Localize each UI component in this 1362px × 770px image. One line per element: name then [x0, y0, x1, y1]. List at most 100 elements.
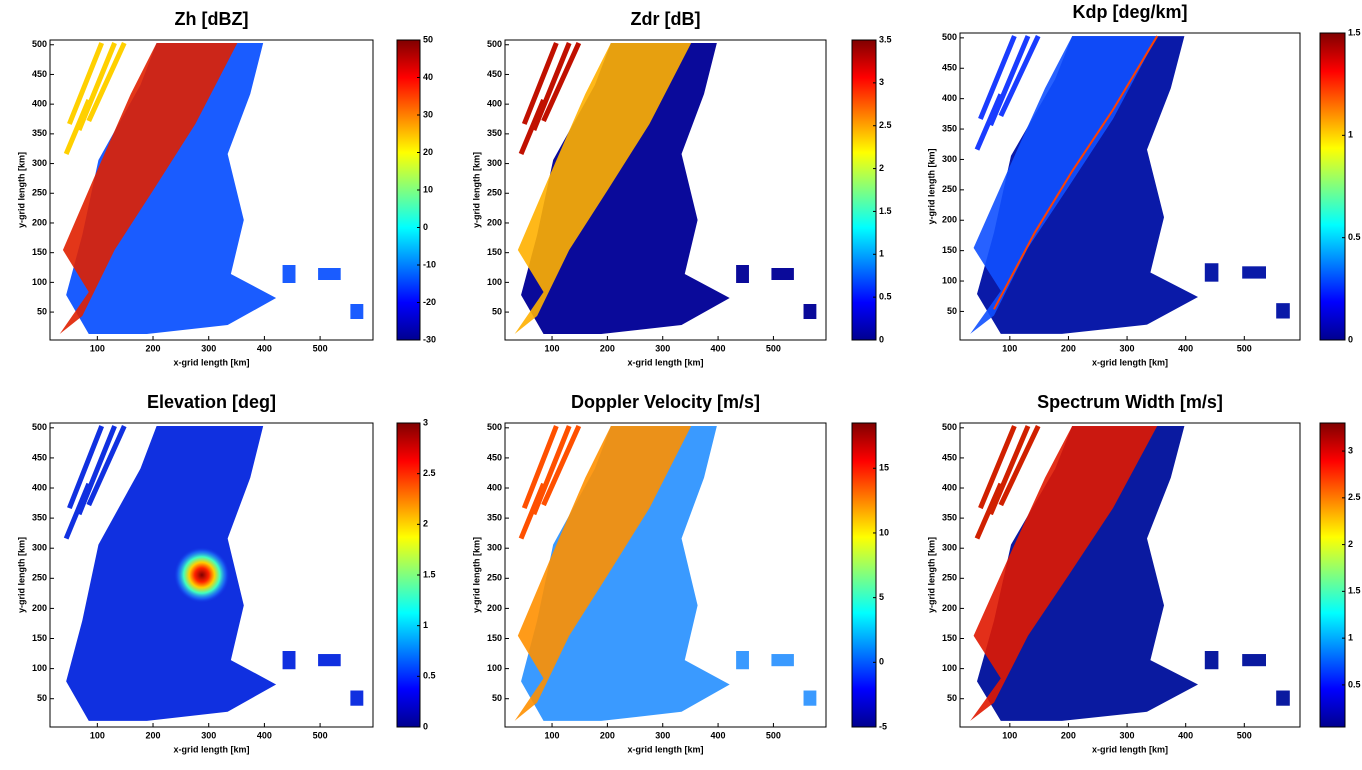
x-tick-label: 200	[1061, 343, 1076, 353]
colorbar-tick-label: 3	[423, 417, 428, 427]
chart-title: Doppler Velocity [m/s]	[571, 392, 760, 412]
field-patch	[1204, 651, 1219, 670]
field-region	[521, 426, 730, 721]
y-tick-label: 500	[487, 39, 502, 49]
x-tick-label: 500	[1237, 730, 1252, 740]
field-streak	[521, 42, 559, 125]
field-streak	[63, 482, 92, 540]
x-tick-label: 200	[1061, 730, 1076, 740]
y-tick-label: 500	[942, 32, 957, 42]
colorbar-tick-label: 2	[423, 519, 428, 529]
x-tick-label: 400	[711, 730, 726, 740]
chart-title: Zh [dBZ]	[175, 9, 249, 29]
colorbar-tick-label: 0.5	[1348, 679, 1361, 689]
colorbar-tick-label: 1.5	[879, 206, 892, 216]
field-patch	[803, 304, 817, 319]
y-tick-label: 100	[942, 663, 957, 673]
y-tick-label: 50	[37, 693, 47, 703]
x-axis-label: x-grid length [km]	[174, 744, 250, 754]
y-tick-label: 500	[942, 422, 957, 432]
colorbar-tick-label: 20	[423, 147, 433, 157]
axes-frame	[49, 422, 374, 728]
field-streak	[86, 425, 127, 507]
field-region	[66, 43, 277, 334]
y-tick-label: 300	[487, 158, 502, 168]
field-streak	[518, 482, 546, 540]
colorbar-tick-label: 1.5	[1348, 27, 1361, 37]
colorbar-tick-label: -5	[879, 721, 887, 731]
y-tick-label: 500	[32, 422, 47, 432]
x-tick-label: 200	[600, 730, 615, 740]
x-axis-label: x-grid length [km]	[628, 744, 704, 754]
y-tick-label: 200	[32, 217, 47, 227]
x-tick-label: 300	[201, 343, 216, 353]
colorbar-tick-label: 3	[879, 77, 884, 87]
x-tick-label: 400	[1178, 730, 1193, 740]
x-tick-label: 100	[545, 343, 560, 353]
field-streak	[531, 425, 572, 516]
x-axis-label: x-grid length [km]	[1092, 744, 1168, 754]
y-tick-label: 450	[32, 452, 47, 462]
field-region	[66, 426, 277, 721]
x-tick-label: 300	[655, 343, 670, 353]
field-streak	[998, 35, 1041, 117]
field-streak	[518, 99, 546, 155]
chart-title: Zdr [dB]	[631, 9, 701, 29]
colorbar-tick-label: 2	[1348, 539, 1353, 549]
y-axis-label: y-grid length [km]	[926, 148, 936, 224]
y-tick-label: 150	[32, 633, 47, 643]
x-tick-label: 300	[1120, 343, 1135, 353]
y-tick-label: 400	[942, 482, 957, 492]
axes-frame	[504, 39, 827, 341]
field-edge	[993, 35, 1159, 310]
y-tick-label: 500	[487, 422, 502, 432]
y-tick-label: 150	[942, 633, 957, 643]
y-axis-label: y-grid length [km]	[471, 537, 481, 613]
y-tick-label: 250	[942, 184, 957, 194]
y-axis-label: y-grid length [km]	[16, 152, 26, 228]
field-streak	[988, 35, 1031, 127]
x-tick-label: 100	[1002, 343, 1017, 353]
field-patch	[1242, 266, 1266, 279]
colorbar-tick-label: 30	[423, 109, 433, 119]
y-tick-label: 100	[32, 277, 47, 287]
field-streak	[63, 99, 92, 155]
y-tick-label: 350	[487, 512, 502, 522]
y-tick-label: 200	[942, 215, 957, 225]
x-tick-label: 500	[313, 343, 328, 353]
y-tick-label: 400	[32, 482, 47, 492]
field-patch	[318, 654, 341, 667]
y-tick-label: 300	[942, 154, 957, 164]
colorbar-tick-label: 2.5	[1348, 492, 1361, 502]
colorbar-tick-label: 0	[879, 657, 884, 667]
field-patch	[1242, 654, 1266, 667]
y-tick-label: 450	[32, 69, 47, 79]
field-patch	[1276, 303, 1290, 319]
x-tick-label: 200	[146, 343, 161, 353]
chart-title: Kdp [deg/km]	[1073, 2, 1188, 22]
x-axis-label: x-grid length [km]	[1092, 357, 1168, 367]
colorbar-tick-label: 3	[1348, 445, 1353, 455]
colorbar	[396, 422, 421, 728]
x-tick-label: 100	[90, 730, 105, 740]
colorbar-tick-label: 0.5	[879, 292, 892, 302]
y-tick-label: 250	[942, 573, 957, 583]
colorbar-tick-label: 50	[423, 34, 433, 44]
field-patch	[736, 651, 749, 670]
field-patch	[771, 268, 794, 280]
panel: 100 200 300 400 500 50 100 150 200 250 300 350 400 45…	[926, 392, 1360, 755]
axes-frame	[504, 422, 827, 728]
colorbar-tick-label: 1	[1348, 130, 1353, 140]
colorbar-tick-label: 2	[879, 163, 884, 173]
field-streak	[521, 425, 559, 510]
y-tick-label: 250	[487, 573, 502, 583]
chart-title: Spectrum Width [m/s]	[1037, 392, 1223, 412]
y-tick-label: 50	[37, 306, 47, 316]
colorbar-tick-label: -10	[423, 259, 436, 269]
x-axis-label: x-grid length [km]	[174, 357, 250, 367]
y-tick-label: 50	[947, 306, 957, 316]
y-tick-label: 500	[32, 39, 47, 49]
y-tick-label: 200	[487, 217, 502, 227]
field-region	[977, 36, 1198, 334]
y-tick-label: 150	[32, 247, 47, 257]
